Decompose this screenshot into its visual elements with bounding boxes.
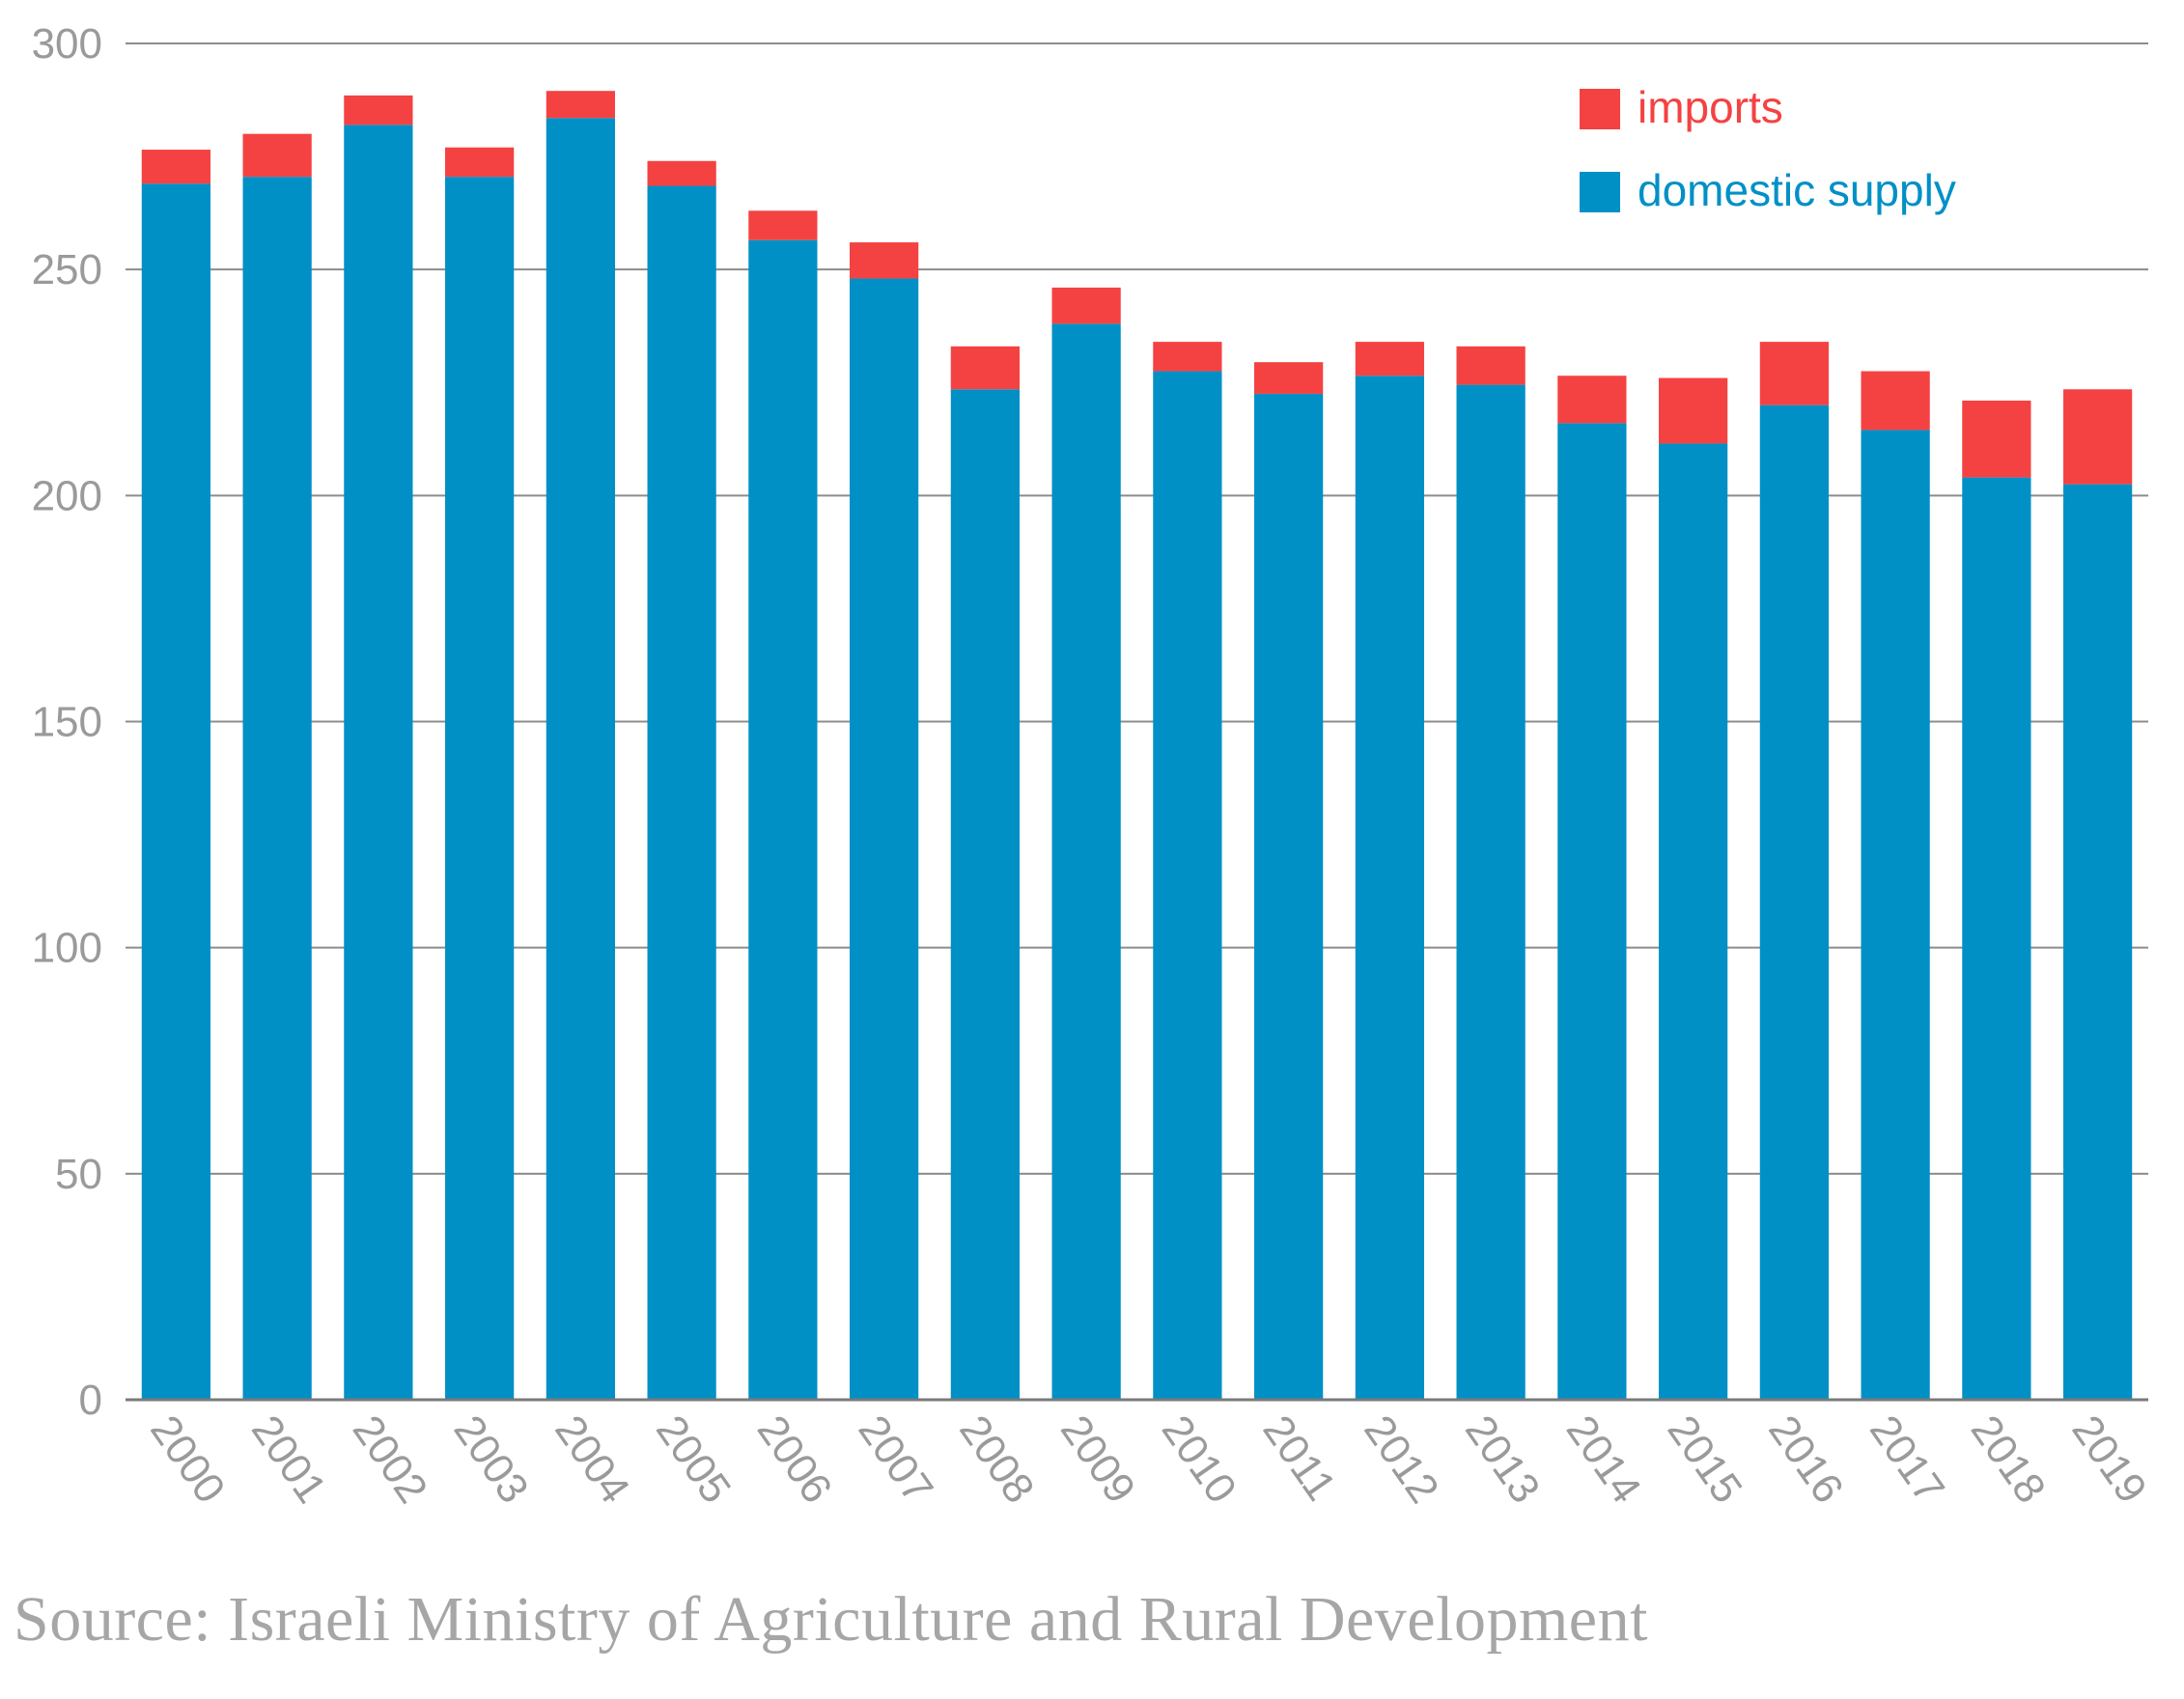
bar-domestic-supply-2000 — [141, 183, 210, 1400]
x-tick-label: 2016 — [1759, 1407, 1852, 1512]
bar-imports-2017 — [1861, 371, 1930, 431]
bar-imports-2003 — [445, 147, 515, 178]
bar-domestic-supply-2007 — [850, 278, 919, 1400]
bar-imports-2002 — [344, 95, 413, 125]
legend-item-imports: imports — [1580, 82, 1783, 132]
bar-imports-2006 — [748, 210, 818, 240]
x-tick-label: 2005 — [647, 1407, 740, 1512]
bar-domestic-supply-2005 — [647, 185, 716, 1400]
bar-domestic-supply-2014 — [1557, 423, 1627, 1400]
x-tick-label: 2003 — [444, 1407, 537, 1512]
bar-domestic-supply-2012 — [1355, 376, 1424, 1401]
legend-swatch — [1580, 172, 1620, 212]
y-axis-tick-labels: 0 50 100 150 200 250 300 — [32, 20, 102, 1424]
bar-imports-2004 — [546, 91, 615, 119]
y-tick-label: 250 — [32, 246, 102, 293]
x-axis-tick-labels: 2000 2001 2002 2003 2004 2005 2006 2007 2008 2009… — [141, 1407, 2156, 1512]
bars — [141, 91, 2133, 1401]
bar-domestic-supply-2008 — [950, 389, 1020, 1400]
x-tick-label: 2002 — [344, 1407, 436, 1512]
bar-domestic-supply-2019 — [2063, 484, 2133, 1400]
x-tick-label: 2010 — [1153, 1407, 1246, 1512]
x-tick-label: 2012 — [1355, 1407, 1447, 1512]
y-tick-label: 200 — [32, 472, 102, 519]
x-tick-label: 2017 — [1861, 1407, 1953, 1512]
bar-imports-2014 — [1557, 376, 1627, 424]
legend: imports domestic supply — [1580, 82, 1956, 215]
legend-swatch — [1580, 89, 1620, 129]
x-tick-label: 2007 — [849, 1407, 941, 1512]
y-tick-label: 150 — [32, 699, 102, 746]
bar-imports-2010 — [1153, 342, 1222, 372]
bar-imports-2008 — [950, 346, 1020, 390]
x-tick-label: 2013 — [1456, 1407, 1549, 1512]
y-tick-label: 300 — [32, 20, 102, 68]
bar-imports-2000 — [141, 150, 210, 184]
legend-label: imports — [1638, 82, 1783, 132]
source-note: Source: Israeli Ministry of Agriculture … — [14, 1584, 1648, 1655]
x-tick-label: 2001 — [242, 1407, 335, 1512]
bar-imports-2015 — [1659, 377, 1728, 444]
legend-label: domestic supply — [1638, 165, 1956, 215]
bar-domestic-supply-2001 — [242, 177, 312, 1401]
x-tick-label: 2011 — [1253, 1407, 1344, 1510]
bar-domestic-supply-2004 — [546, 118, 615, 1400]
bar-imports-2007 — [850, 242, 919, 279]
bar-imports-2018 — [1962, 400, 2031, 478]
bar-imports-2005 — [647, 160, 716, 186]
bar-domestic-supply-2002 — [344, 125, 413, 1400]
bar-domestic-supply-2006 — [748, 239, 818, 1401]
x-tick-label: 2009 — [1051, 1407, 1144, 1512]
x-tick-label: 2019 — [2062, 1407, 2155, 1512]
x-tick-label: 2006 — [748, 1407, 841, 1512]
bar-domestic-supply-2009 — [1051, 323, 1121, 1400]
bar-domestic-supply-2015 — [1659, 443, 1728, 1401]
bar-imports-2001 — [242, 133, 312, 178]
bar-domestic-supply-2017 — [1861, 430, 1930, 1400]
bar-domestic-supply-2018 — [1962, 477, 2031, 1401]
x-tick-label: 2018 — [1962, 1407, 2055, 1512]
bar-domestic-supply-2010 — [1153, 371, 1222, 1401]
bar-imports-2009 — [1051, 287, 1121, 324]
x-tick-label: 2014 — [1557, 1407, 1650, 1512]
y-tick-label: 50 — [55, 1151, 102, 1198]
y-tick-label: 100 — [32, 925, 102, 972]
bar-domestic-supply-2011 — [1254, 393, 1324, 1400]
bar-domestic-supply-2013 — [1456, 384, 1526, 1400]
x-tick-label: 2004 — [546, 1407, 638, 1512]
bar-imports-2011 — [1254, 362, 1324, 394]
bar-imports-2019 — [2063, 389, 2133, 485]
x-tick-label: 2000 — [141, 1407, 234, 1512]
x-tick-label: 2008 — [950, 1407, 1043, 1512]
y-tick-label: 0 — [79, 1377, 102, 1424]
bar-domestic-supply-2003 — [445, 177, 515, 1401]
x-tick-label: 2015 — [1658, 1407, 1750, 1512]
bar-imports-2012 — [1355, 342, 1424, 376]
bar-imports-2016 — [1759, 342, 1829, 405]
legend-item-domestic-supply: domestic supply — [1580, 165, 1956, 215]
bar-domestic-supply-2016 — [1759, 404, 1829, 1401]
bar-imports-2013 — [1456, 346, 1526, 385]
